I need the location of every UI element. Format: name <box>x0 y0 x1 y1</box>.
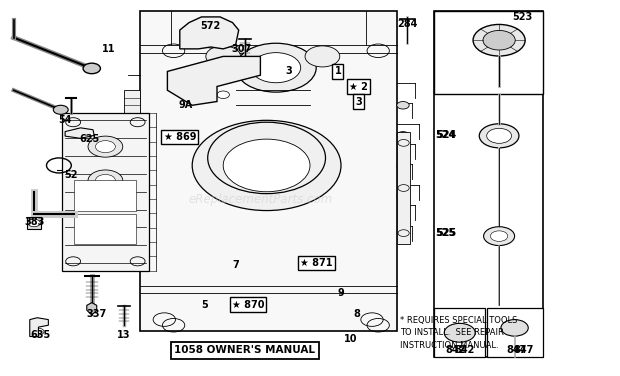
Text: 307: 307 <box>232 44 252 54</box>
Circle shape <box>397 162 409 169</box>
FancyBboxPatch shape <box>434 11 542 94</box>
Text: ★ 871: ★ 871 <box>300 258 332 268</box>
Polygon shape <box>30 318 48 337</box>
Circle shape <box>95 141 115 153</box>
Circle shape <box>234 63 249 72</box>
Circle shape <box>487 128 512 143</box>
FancyBboxPatch shape <box>434 308 485 357</box>
Text: 52: 52 <box>64 170 78 180</box>
FancyBboxPatch shape <box>27 217 41 229</box>
Circle shape <box>223 139 310 192</box>
Circle shape <box>127 192 140 199</box>
Circle shape <box>236 43 316 92</box>
Polygon shape <box>87 303 97 315</box>
FancyBboxPatch shape <box>487 308 542 357</box>
Circle shape <box>28 219 40 227</box>
Circle shape <box>88 170 123 191</box>
Circle shape <box>251 53 301 83</box>
Circle shape <box>473 24 525 56</box>
Circle shape <box>83 63 100 74</box>
Circle shape <box>95 227 115 239</box>
Text: 9: 9 <box>338 288 344 298</box>
Text: 383: 383 <box>24 217 44 227</box>
Polygon shape <box>65 128 94 138</box>
FancyBboxPatch shape <box>124 90 140 233</box>
Text: 337: 337 <box>86 309 106 319</box>
Text: 8: 8 <box>353 309 360 319</box>
FancyBboxPatch shape <box>397 132 410 244</box>
Text: 1: 1 <box>335 67 341 76</box>
Text: 625: 625 <box>80 134 100 144</box>
Circle shape <box>217 91 229 99</box>
Text: 842: 842 <box>446 346 466 355</box>
Text: ★ 869: ★ 869 <box>164 132 196 142</box>
Text: 1058 OWNER'S MANUAL: 1058 OWNER'S MANUAL <box>174 346 316 355</box>
Text: 524: 524 <box>436 130 456 140</box>
FancyBboxPatch shape <box>140 11 397 331</box>
Polygon shape <box>167 56 260 105</box>
Text: 9A: 9A <box>179 100 193 110</box>
Text: 11: 11 <box>102 44 115 54</box>
Text: ★ 870: ★ 870 <box>232 300 264 309</box>
Circle shape <box>305 46 340 67</box>
Circle shape <box>479 124 519 148</box>
Circle shape <box>484 227 515 246</box>
FancyBboxPatch shape <box>62 113 149 271</box>
Text: 842: 842 <box>455 346 475 355</box>
Circle shape <box>127 162 140 169</box>
Text: 3: 3 <box>285 67 291 76</box>
Text: ★ 2: ★ 2 <box>349 82 368 91</box>
Text: 572: 572 <box>201 21 221 31</box>
Circle shape <box>483 30 515 50</box>
Text: 7: 7 <box>232 260 239 270</box>
Text: 13: 13 <box>117 330 131 340</box>
Text: 847: 847 <box>514 346 534 355</box>
Circle shape <box>73 129 86 136</box>
Circle shape <box>219 24 231 32</box>
Circle shape <box>95 174 115 186</box>
FancyBboxPatch shape <box>74 180 136 211</box>
Text: 54: 54 <box>58 115 72 125</box>
Circle shape <box>444 323 475 342</box>
Circle shape <box>490 231 508 241</box>
Circle shape <box>206 42 216 48</box>
Text: 5: 5 <box>202 300 208 309</box>
Circle shape <box>88 223 123 244</box>
Circle shape <box>183 36 195 43</box>
Text: 525: 525 <box>436 228 456 238</box>
Text: 523: 523 <box>513 12 533 22</box>
Circle shape <box>33 328 44 335</box>
FancyBboxPatch shape <box>434 11 542 357</box>
Text: 635: 635 <box>30 330 50 340</box>
Circle shape <box>127 132 140 139</box>
Text: 847: 847 <box>507 346 526 355</box>
Text: * REQUIRES SPECIAL TOOLS
TO INSTALL.  SEE REPAIR
INSTRUCTION MANUAL.: * REQUIRES SPECIAL TOOLS TO INSTALL. SEE… <box>400 316 517 350</box>
Polygon shape <box>180 17 239 49</box>
Circle shape <box>127 102 140 109</box>
Text: 284: 284 <box>397 20 417 29</box>
Circle shape <box>53 105 68 114</box>
Circle shape <box>192 120 341 211</box>
Circle shape <box>397 192 409 199</box>
Circle shape <box>88 136 123 157</box>
FancyBboxPatch shape <box>74 214 136 244</box>
Circle shape <box>174 78 192 89</box>
Text: 525: 525 <box>435 228 455 238</box>
Circle shape <box>501 320 528 336</box>
Text: 10: 10 <box>343 334 357 344</box>
Text: 3: 3 <box>355 97 361 106</box>
Circle shape <box>206 46 241 67</box>
Circle shape <box>397 102 409 109</box>
Text: 524: 524 <box>435 130 455 140</box>
Circle shape <box>397 132 409 139</box>
Text: eReplacementParts.com: eReplacementParts.com <box>188 193 332 206</box>
